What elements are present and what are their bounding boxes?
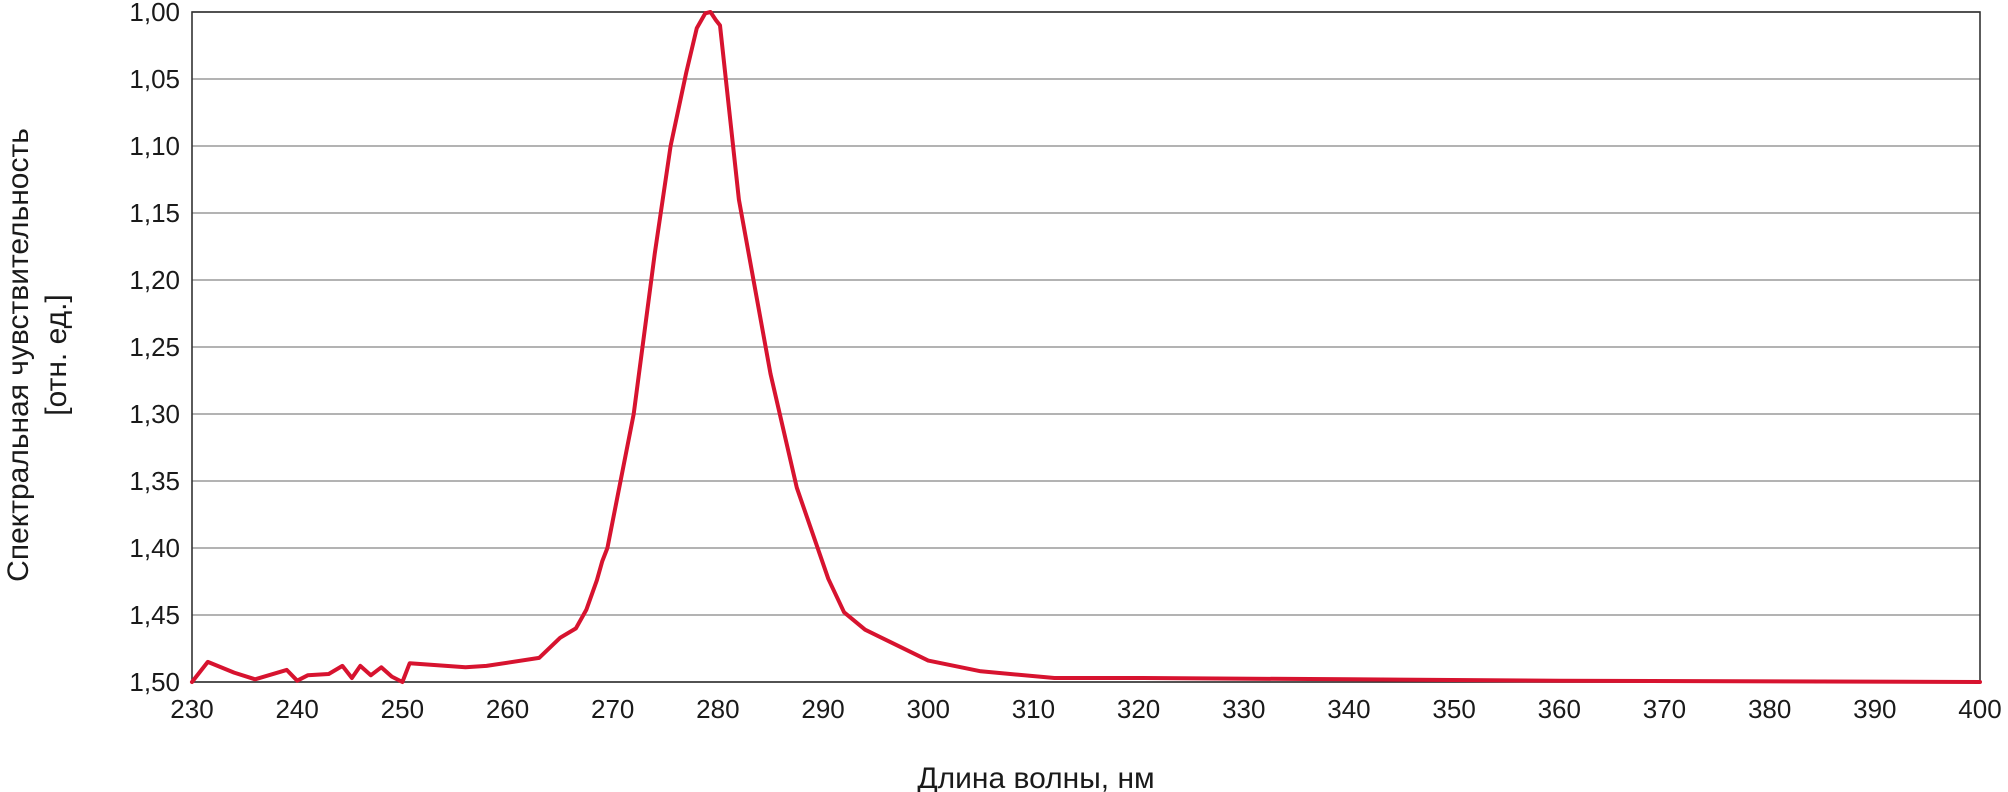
y-tick-label: 1,10	[129, 131, 180, 161]
y-axis-title-line-1: Спектральная чувствительность	[2, 128, 35, 582]
x-tick-label: 280	[696, 694, 739, 724]
y-tick-label: 1,40	[129, 533, 180, 563]
x-tick-label: 350	[1432, 694, 1475, 724]
series-line	[190, 10, 1982, 684]
y-tick-label: 1,05	[129, 64, 180, 94]
plot-frame	[191, 11, 1981, 683]
x-tick-label: 260	[486, 694, 529, 724]
grid-lines	[192, 11, 1980, 683]
x-tick-label: 290	[801, 694, 844, 724]
y-tick-label: 1,30	[129, 399, 180, 429]
y-tick-label: 1,25	[129, 332, 180, 362]
y-tick-label: 1,20	[129, 265, 180, 295]
y-tick-label: 1,45	[129, 600, 180, 630]
x-tick-label: 370	[1643, 694, 1686, 724]
y-tick-label: 1,35	[129, 466, 180, 496]
x-tick-label: 340	[1327, 694, 1370, 724]
x-tick-label: 330	[1222, 694, 1265, 724]
y-tick-label: 1,15	[129, 198, 180, 228]
x-tick-label: 270	[591, 694, 634, 724]
x-tick-label: 230	[170, 694, 213, 724]
x-axis-title: Длина волны, нм	[917, 762, 1154, 792]
y-tick-label: 1,50	[129, 667, 180, 697]
x-tick-label: 390	[1853, 694, 1896, 724]
x-tick-label: 360	[1538, 694, 1581, 724]
x-tick-labels: 230 240 250 260 270 280 290 300 310 320 330 340 350 3…	[170, 694, 2001, 724]
x-tick-label: 300	[907, 694, 950, 724]
y-tick-label: 1,00	[129, 0, 180, 27]
x-tick-label: 400	[1958, 694, 2001, 724]
x-tick-label: 320	[1117, 694, 1160, 724]
y-tick-labels: 1,00 1,05 1,10 1,15 1,20 1,25 1,30 1,35 1,40 1,45…	[129, 0, 180, 697]
x-tick-label: 310	[1012, 694, 1055, 724]
x-tick-label: 240	[275, 694, 318, 724]
y-axis-title-line-2: [отн. ед.]	[40, 294, 73, 416]
x-tick-label: 250	[381, 694, 424, 724]
x-tick-label: 380	[1748, 694, 1791, 724]
